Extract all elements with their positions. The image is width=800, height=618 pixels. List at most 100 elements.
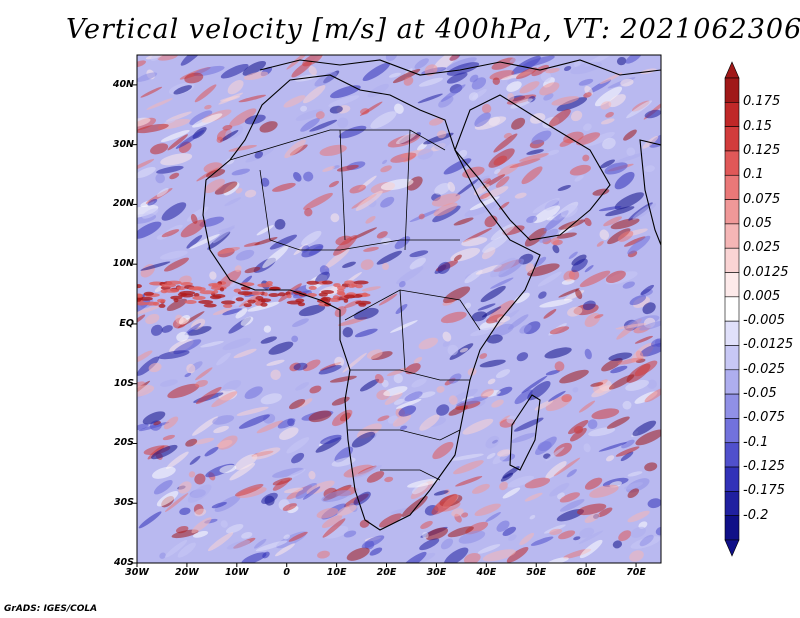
colorbar-label: 0.05 (743, 215, 772, 231)
field-patch (549, 528, 563, 536)
itcz-patch (337, 285, 346, 290)
field-patch (634, 335, 653, 344)
lat-label: 30N (112, 138, 134, 150)
field-patch (199, 216, 225, 228)
colorbar (724, 61, 740, 557)
field-patch (379, 513, 403, 528)
itcz-patch (199, 290, 215, 295)
field-patch (189, 234, 220, 249)
itcz-patch (263, 292, 268, 297)
field-patch (584, 513, 600, 523)
field-patch (544, 347, 572, 359)
field-patch (516, 352, 529, 362)
field-patch (482, 235, 509, 253)
field-patch (211, 501, 227, 509)
lat-label: 40N (112, 78, 134, 90)
madagascar-coastline (509, 394, 541, 471)
itcz-patch (297, 302, 306, 307)
arabia-coastline (454, 94, 611, 241)
field-patch (623, 236, 646, 247)
field-patch (446, 72, 468, 84)
field-patch (627, 471, 643, 477)
field-patch (331, 409, 353, 427)
itcz-patch (260, 302, 268, 307)
field-patch (321, 514, 343, 529)
field-patch (496, 386, 513, 396)
field-patch (561, 279, 575, 285)
field-patch (244, 189, 257, 198)
field-patch (606, 416, 630, 429)
field-patch (137, 314, 146, 325)
field-patch (142, 208, 159, 219)
field-patch (599, 229, 610, 241)
field-patch (337, 505, 357, 516)
field-patch (213, 425, 229, 434)
field-patch (388, 72, 401, 78)
field-patch (261, 492, 278, 505)
field-patch (162, 434, 175, 441)
field-patch (552, 244, 560, 254)
field-patch (599, 72, 623, 85)
itcz-patch (306, 280, 319, 285)
field-patch (446, 57, 477, 71)
itcz-patch (176, 286, 186, 291)
field-patch (398, 405, 417, 417)
field-patch (180, 219, 206, 238)
itcz-patch (233, 288, 241, 293)
field-patch (525, 263, 536, 274)
field-patch (145, 313, 160, 325)
field-patch (417, 148, 434, 160)
field-patch (283, 534, 291, 540)
field-patch (152, 466, 176, 479)
field-patch (262, 245, 289, 269)
field-patch (497, 449, 512, 457)
field-patch (644, 462, 658, 472)
field-patch (519, 153, 549, 162)
lon-label: 30E (426, 567, 447, 578)
field-patch (617, 230, 634, 242)
field-patch (447, 526, 474, 538)
field-patch (359, 101, 383, 116)
field-patch (164, 539, 188, 558)
field-patch (147, 198, 158, 206)
colorbar-swatch (724, 369, 740, 395)
field-patch (578, 530, 604, 544)
itcz-patch (198, 300, 214, 304)
field-patch (474, 503, 501, 516)
field-patch (186, 235, 203, 249)
field-patch (632, 203, 657, 220)
field-patch (403, 76, 414, 86)
colorbar-swatch (724, 77, 740, 103)
field-patch (650, 338, 661, 347)
field-patch (594, 86, 623, 107)
field-patch (635, 429, 661, 446)
itcz-patch (184, 300, 197, 304)
field-patch (164, 493, 189, 512)
field-patch (453, 217, 474, 226)
field-patch (465, 521, 489, 535)
colorbar-label: -0.125 (743, 459, 785, 475)
europe-coastline (259, 59, 661, 76)
field-patch (260, 177, 270, 187)
field-patch (396, 266, 424, 285)
itcz-patch (249, 291, 263, 296)
field-patch (316, 507, 339, 519)
lat-label: 10N (112, 258, 134, 270)
field-patch (195, 386, 222, 405)
field-patch (642, 302, 656, 315)
field-patch (644, 387, 661, 403)
itcz-patch (355, 284, 363, 289)
field-patch (222, 124, 233, 131)
field-patch (241, 552, 267, 563)
field-patch (600, 101, 612, 110)
field-patch (502, 466, 520, 479)
field-patch (560, 204, 578, 218)
colorbar-swatch (724, 491, 740, 516)
field-patch (471, 311, 487, 322)
field-patch (390, 152, 417, 163)
field-patch (502, 526, 517, 537)
colorbar-label: 0.175 (743, 94, 781, 110)
lat-ticks (133, 84, 137, 564)
field-patch (464, 202, 497, 217)
itcz-patch (157, 298, 166, 303)
